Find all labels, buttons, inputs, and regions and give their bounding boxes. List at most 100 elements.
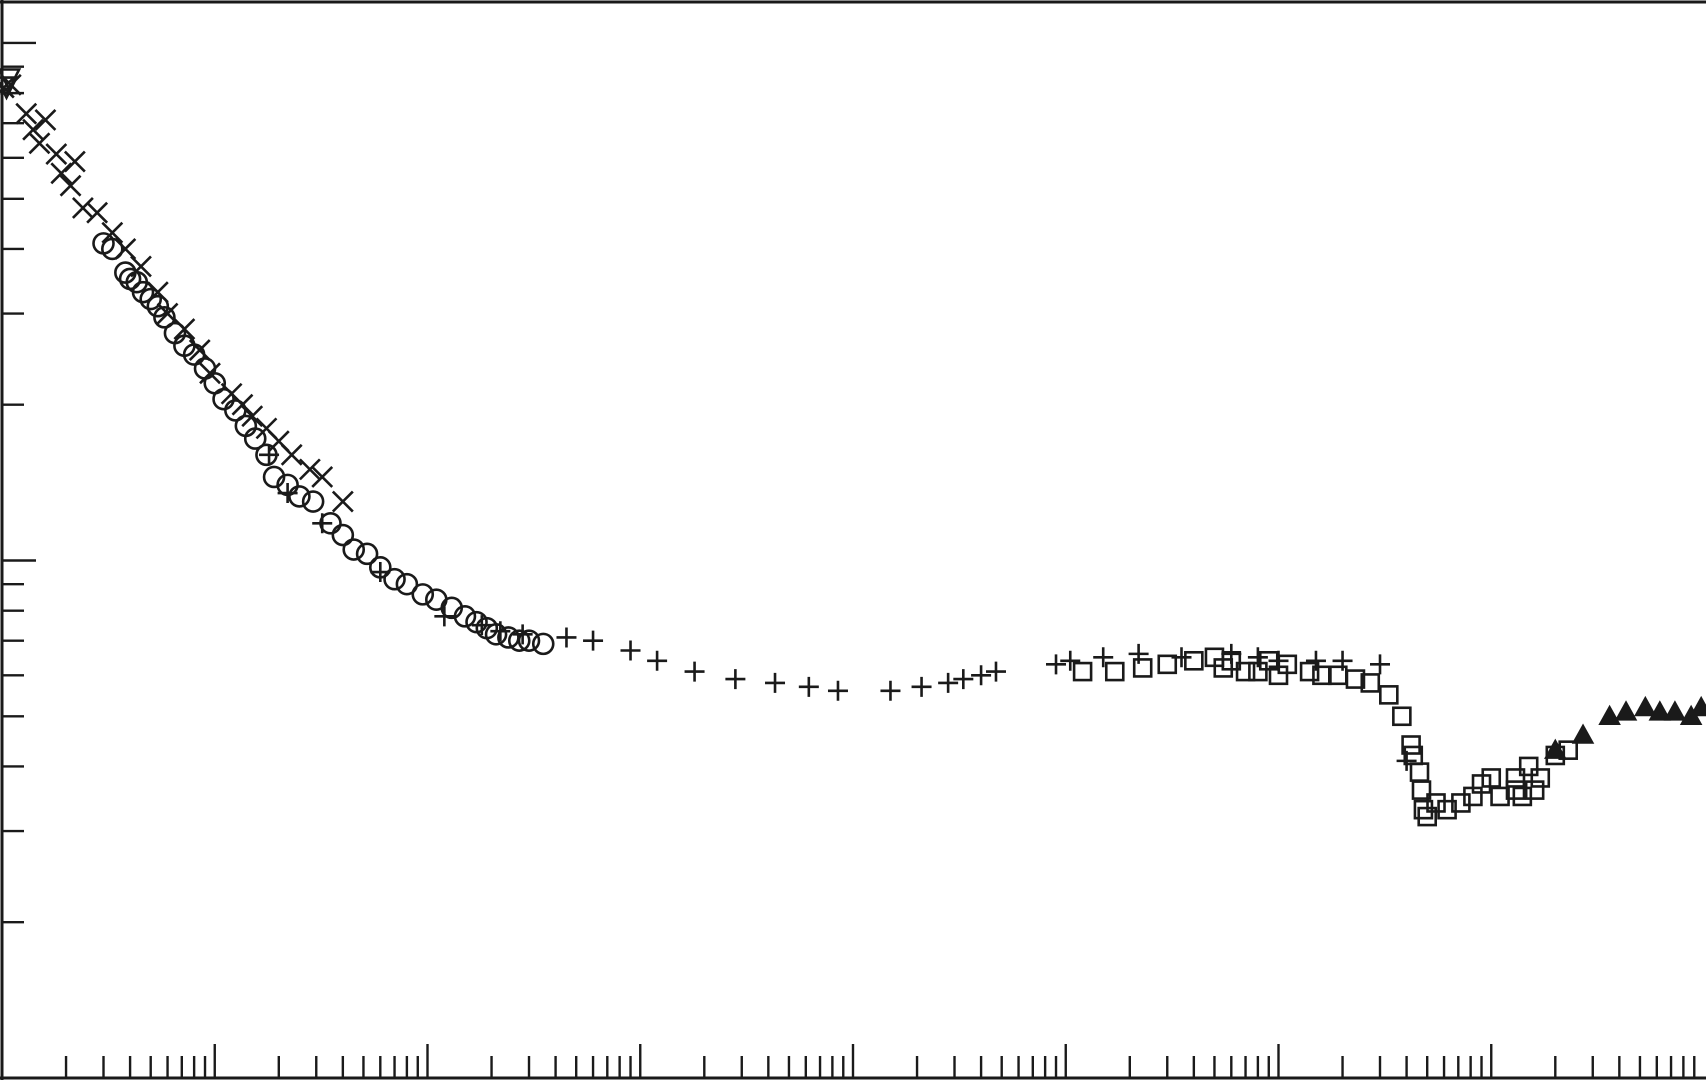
plus-point: [1093, 647, 1114, 668]
series-filled-triangle: [1544, 695, 1706, 759]
open-circle-point: [507, 629, 531, 652]
open-square-point: [1409, 762, 1430, 782]
open-circle-point: [262, 465, 286, 489]
open-square-point: [1221, 650, 1242, 671]
open-circle-point: [301, 490, 325, 513]
x-cross-point: [0, 76, 15, 99]
open-square-point: [1518, 756, 1539, 777]
plus-point: [647, 650, 668, 671]
plus-point: [827, 680, 848, 701]
open-square-point: [1248, 661, 1268, 682]
open-circle-point: [453, 605, 477, 628]
plus-point: [938, 672, 959, 693]
open-circle-point: [288, 485, 311, 508]
filled-triangle-point: [1689, 695, 1706, 717]
x-cross-point: [71, 197, 94, 219]
plus-point: [471, 615, 492, 636]
open-square-point: [1360, 673, 1381, 693]
open-square-point: [1426, 793, 1446, 813]
plus-point: [620, 640, 641, 661]
filled-triangle-point: [1663, 700, 1687, 721]
x-cross-point: [59, 174, 82, 197]
plus-point: [684, 661, 705, 682]
open-square-point: [1235, 661, 1256, 682]
open-square-point: [1530, 768, 1551, 788]
plus-point: [490, 621, 511, 642]
plus-point: [277, 483, 298, 504]
y-axis-ticks: [2, 41, 36, 924]
triangle-down-point: [0, 76, 19, 101]
plus-point: [798, 676, 819, 697]
open-circle-point: [355, 542, 379, 566]
data-points: [0, 68, 1706, 827]
open-circle-point: [517, 629, 541, 652]
x-cross-point: [45, 143, 68, 165]
open-circle-point: [395, 572, 419, 596]
series-open-square: [1072, 647, 1579, 827]
open-circle-point: [212, 387, 235, 411]
open-circle-point: [224, 399, 247, 422]
plus-point: [880, 680, 901, 701]
open-circle-point: [139, 287, 163, 311]
open-square-point: [1392, 706, 1412, 727]
plus-point: [556, 627, 577, 648]
open-circle-point: [484, 623, 508, 646]
x-cross-point: [0, 73, 22, 96]
open-square-point: [1437, 799, 1457, 820]
open-square-point: [1411, 780, 1432, 800]
plus-point: [1128, 643, 1149, 664]
plus-point: [312, 513, 333, 534]
x-cross-point: [101, 221, 124, 244]
plus-point: [259, 444, 280, 465]
series-plus: [259, 444, 1417, 771]
open-square-point: [1505, 768, 1526, 788]
series-x-cross: [0, 73, 354, 513]
x-axis-ticks: [64, 1044, 1696, 1078]
open-square-point: [1299, 661, 1320, 682]
x-cross-point: [28, 132, 51, 155]
open-square-point: [1401, 735, 1421, 755]
x-cross-point: [15, 102, 38, 125]
plus-point: [512, 624, 533, 645]
plus-point: [1370, 654, 1391, 675]
x-cross-point: [63, 150, 86, 173]
open-circle-point: [182, 343, 206, 366]
open-square-point: [1379, 685, 1399, 705]
open-circle-point: [153, 306, 176, 329]
open-circle-point: [411, 583, 435, 606]
open-square-point: [1345, 669, 1366, 689]
open-square-point: [1072, 661, 1093, 682]
x-cross-point: [34, 109, 57, 131]
series-open-circle: [92, 232, 555, 656]
open-square-point: [1490, 786, 1510, 807]
open-square-point: [1512, 786, 1533, 807]
x-cross-point: [298, 458, 321, 481]
open-circle-point: [331, 523, 355, 547]
filled-triangle-point: [1544, 738, 1567, 759]
x-cross-point: [311, 466, 334, 488]
plus-point: [953, 669, 974, 690]
open-circle-point: [101, 237, 124, 261]
plus-point: [725, 669, 746, 690]
filled-triangle-point: [1634, 695, 1657, 717]
plus-point: [1046, 654, 1067, 675]
plus-point: [765, 672, 786, 693]
plus-point: [583, 630, 604, 651]
plus-point: [985, 661, 1006, 682]
open-square-point: [1413, 799, 1434, 820]
open-square-point: [1481, 768, 1502, 788]
open-square-point: [1157, 654, 1178, 675]
filled-triangle-point: [1571, 723, 1595, 744]
x-cross-point: [22, 118, 45, 141]
plus-point: [1060, 650, 1081, 671]
open-square-point: [1505, 780, 1526, 800]
open-square-point: [1132, 658, 1153, 678]
plus-point: [911, 676, 932, 697]
open-circle-point: [531, 632, 555, 656]
open-square-point: [1184, 650, 1204, 671]
filled-triangle-point: [1614, 700, 1638, 721]
plus-point: [971, 665, 992, 686]
open-circle-point: [146, 294, 170, 318]
